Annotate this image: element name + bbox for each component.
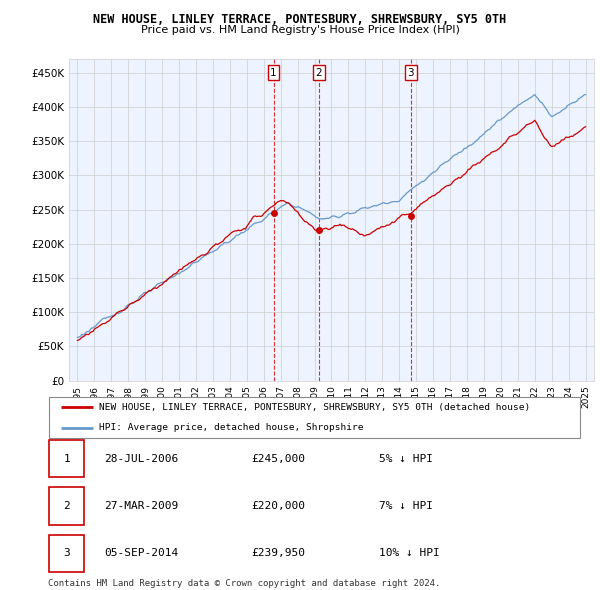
Text: 2: 2 <box>64 501 70 511</box>
Text: 1: 1 <box>64 454 70 464</box>
Text: 10% ↓ HPI: 10% ↓ HPI <box>379 548 440 558</box>
Text: 1: 1 <box>270 68 277 78</box>
Text: NEW HOUSE, LINLEY TERRACE, PONTESBURY, SHREWSBURY, SY5 0TH (detached house): NEW HOUSE, LINLEY TERRACE, PONTESBURY, S… <box>99 403 530 412</box>
Text: 7% ↓ HPI: 7% ↓ HPI <box>379 501 433 511</box>
Text: 2: 2 <box>316 68 322 78</box>
FancyBboxPatch shape <box>49 397 580 438</box>
FancyBboxPatch shape <box>49 440 84 477</box>
Text: 28-JUL-2006: 28-JUL-2006 <box>104 454 178 464</box>
Text: 27-MAR-2009: 27-MAR-2009 <box>104 501 178 511</box>
Text: £245,000: £245,000 <box>251 454 305 464</box>
Text: Contains HM Land Registry data © Crown copyright and database right 2024.
This d: Contains HM Land Registry data © Crown c… <box>48 579 440 590</box>
Text: NEW HOUSE, LINLEY TERRACE, PONTESBURY, SHREWSBURY, SY5 0TH: NEW HOUSE, LINLEY TERRACE, PONTESBURY, S… <box>94 13 506 26</box>
Text: 05-SEP-2014: 05-SEP-2014 <box>104 548 178 558</box>
Text: 3: 3 <box>64 548 70 558</box>
Text: £239,950: £239,950 <box>251 548 305 558</box>
Text: HPI: Average price, detached house, Shropshire: HPI: Average price, detached house, Shro… <box>99 423 363 432</box>
Text: 5% ↓ HPI: 5% ↓ HPI <box>379 454 433 464</box>
FancyBboxPatch shape <box>49 487 84 525</box>
Text: Price paid vs. HM Land Registry's House Price Index (HPI): Price paid vs. HM Land Registry's House … <box>140 25 460 35</box>
Text: 3: 3 <box>407 68 414 78</box>
Text: £220,000: £220,000 <box>251 501 305 511</box>
FancyBboxPatch shape <box>49 535 84 572</box>
